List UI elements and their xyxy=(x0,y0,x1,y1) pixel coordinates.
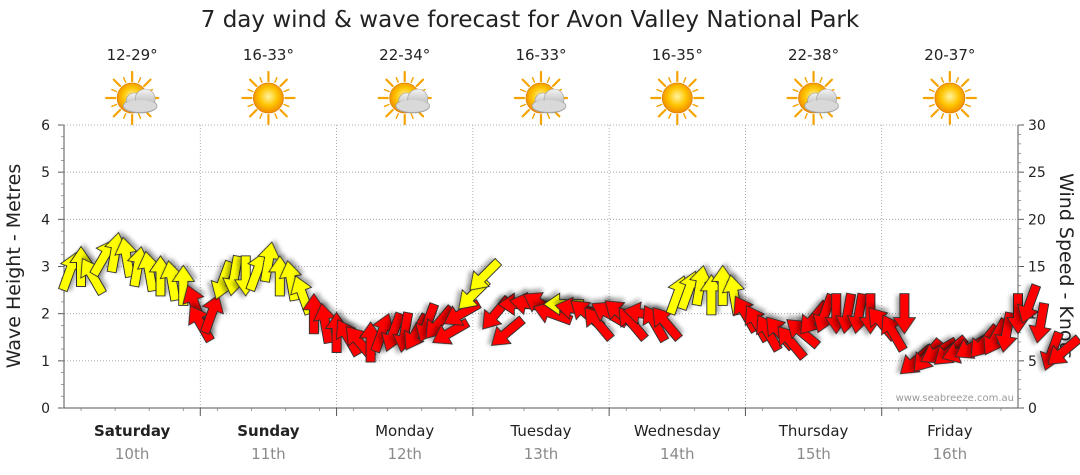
wind-arrow xyxy=(710,264,735,306)
wind-arrow xyxy=(652,307,683,342)
day-temperatures: 12-29° 16-33° 22-34° 16-33° 16-35° 22-38° 20-3… xyxy=(107,46,976,64)
day-name: Friday xyxy=(927,422,973,440)
left-tick-label: 3 xyxy=(41,260,50,276)
partly-cloudy-icon xyxy=(786,70,841,126)
day-name: Monday xyxy=(375,422,434,440)
day-temp-range: 22-38° xyxy=(788,46,839,64)
wind-arrow xyxy=(892,293,917,335)
sunny-icon xyxy=(922,70,977,126)
day-date: 12th xyxy=(387,445,421,463)
left-tick-label: 1 xyxy=(41,354,50,370)
day-name: Wednesday xyxy=(634,422,721,440)
day-temp-range: 16-33° xyxy=(515,46,566,64)
wind-arrow xyxy=(688,264,713,307)
wind-arrow xyxy=(584,307,615,342)
day-date: 11th xyxy=(251,445,285,463)
day-temp-range: 12-29° xyxy=(107,46,158,64)
day-date: 10th xyxy=(115,445,149,463)
day-labels: Saturday 10th Sunday 11th Monday 12th Tuesday 1… xyxy=(94,422,973,463)
partly-cloudy-icon xyxy=(513,70,569,126)
day-temp-range: 16-35° xyxy=(652,46,703,64)
partly-cloudy-icon xyxy=(105,70,160,126)
weather-icons xyxy=(105,70,977,126)
wind-arrow xyxy=(69,245,93,287)
wind-arrow xyxy=(302,292,326,335)
wind-arrow xyxy=(699,274,724,316)
wind-arrow xyxy=(199,294,224,335)
partly-cloudy-icon xyxy=(377,70,432,126)
wind-arrows xyxy=(58,231,1080,375)
left-axis-label: Wave Height - Metres xyxy=(3,164,25,368)
wind-arrow xyxy=(786,319,822,350)
right-tick-label: 20 xyxy=(1028,212,1046,228)
left-tick-label: 4 xyxy=(41,212,50,228)
right-axis-label: Wind Speed - Knots xyxy=(1055,173,1077,359)
right-tick-label: 0 xyxy=(1028,401,1037,417)
wind-arrow xyxy=(257,241,281,283)
wind-arrow xyxy=(1017,283,1042,324)
wind-arrow xyxy=(80,257,107,297)
wind-arrow xyxy=(469,257,503,291)
left-axis-ticks: 0 1 2 3 4 5 6 xyxy=(41,118,64,417)
right-tick-label: 30 xyxy=(1028,118,1046,134)
right-tick-label: 5 xyxy=(1028,354,1037,370)
day-name: Saturday xyxy=(94,422,171,440)
sunny-icon xyxy=(241,70,296,126)
day-date: 16th xyxy=(933,445,967,463)
day-temp-range: 22-34° xyxy=(379,46,430,64)
chart-title: 7 day wind & wave forecast for Avon Vall… xyxy=(201,7,860,33)
minor-ticks xyxy=(61,124,1021,411)
watermark: www.seabreeze.com.au xyxy=(896,393,1014,404)
wind-arrow xyxy=(1028,302,1052,344)
day-name: Thursday xyxy=(778,422,849,440)
left-tick-label: 5 xyxy=(41,165,50,181)
gridlines xyxy=(64,124,1018,416)
wind-arrow xyxy=(490,315,526,346)
wind-arrow xyxy=(777,326,808,361)
day-date: 13th xyxy=(524,445,558,463)
day-temp-range: 16-33° xyxy=(243,46,294,64)
day-name: Tuesday xyxy=(509,422,571,440)
right-tick-label: 25 xyxy=(1028,165,1046,181)
day-date: 15th xyxy=(796,445,830,463)
wind-arrow xyxy=(881,314,908,353)
day-date: 14th xyxy=(660,445,694,463)
right-tick-label: 15 xyxy=(1028,260,1046,276)
day-name: Sunday xyxy=(237,422,300,440)
sunny-icon xyxy=(650,70,705,126)
left-tick-label: 2 xyxy=(41,307,50,323)
left-tick-label: 0 xyxy=(41,401,50,417)
wind-arrow xyxy=(358,321,383,363)
day-temp-range: 20-37° xyxy=(924,46,975,64)
left-tick-label: 6 xyxy=(41,118,50,134)
wind-arrow xyxy=(1047,334,1080,365)
